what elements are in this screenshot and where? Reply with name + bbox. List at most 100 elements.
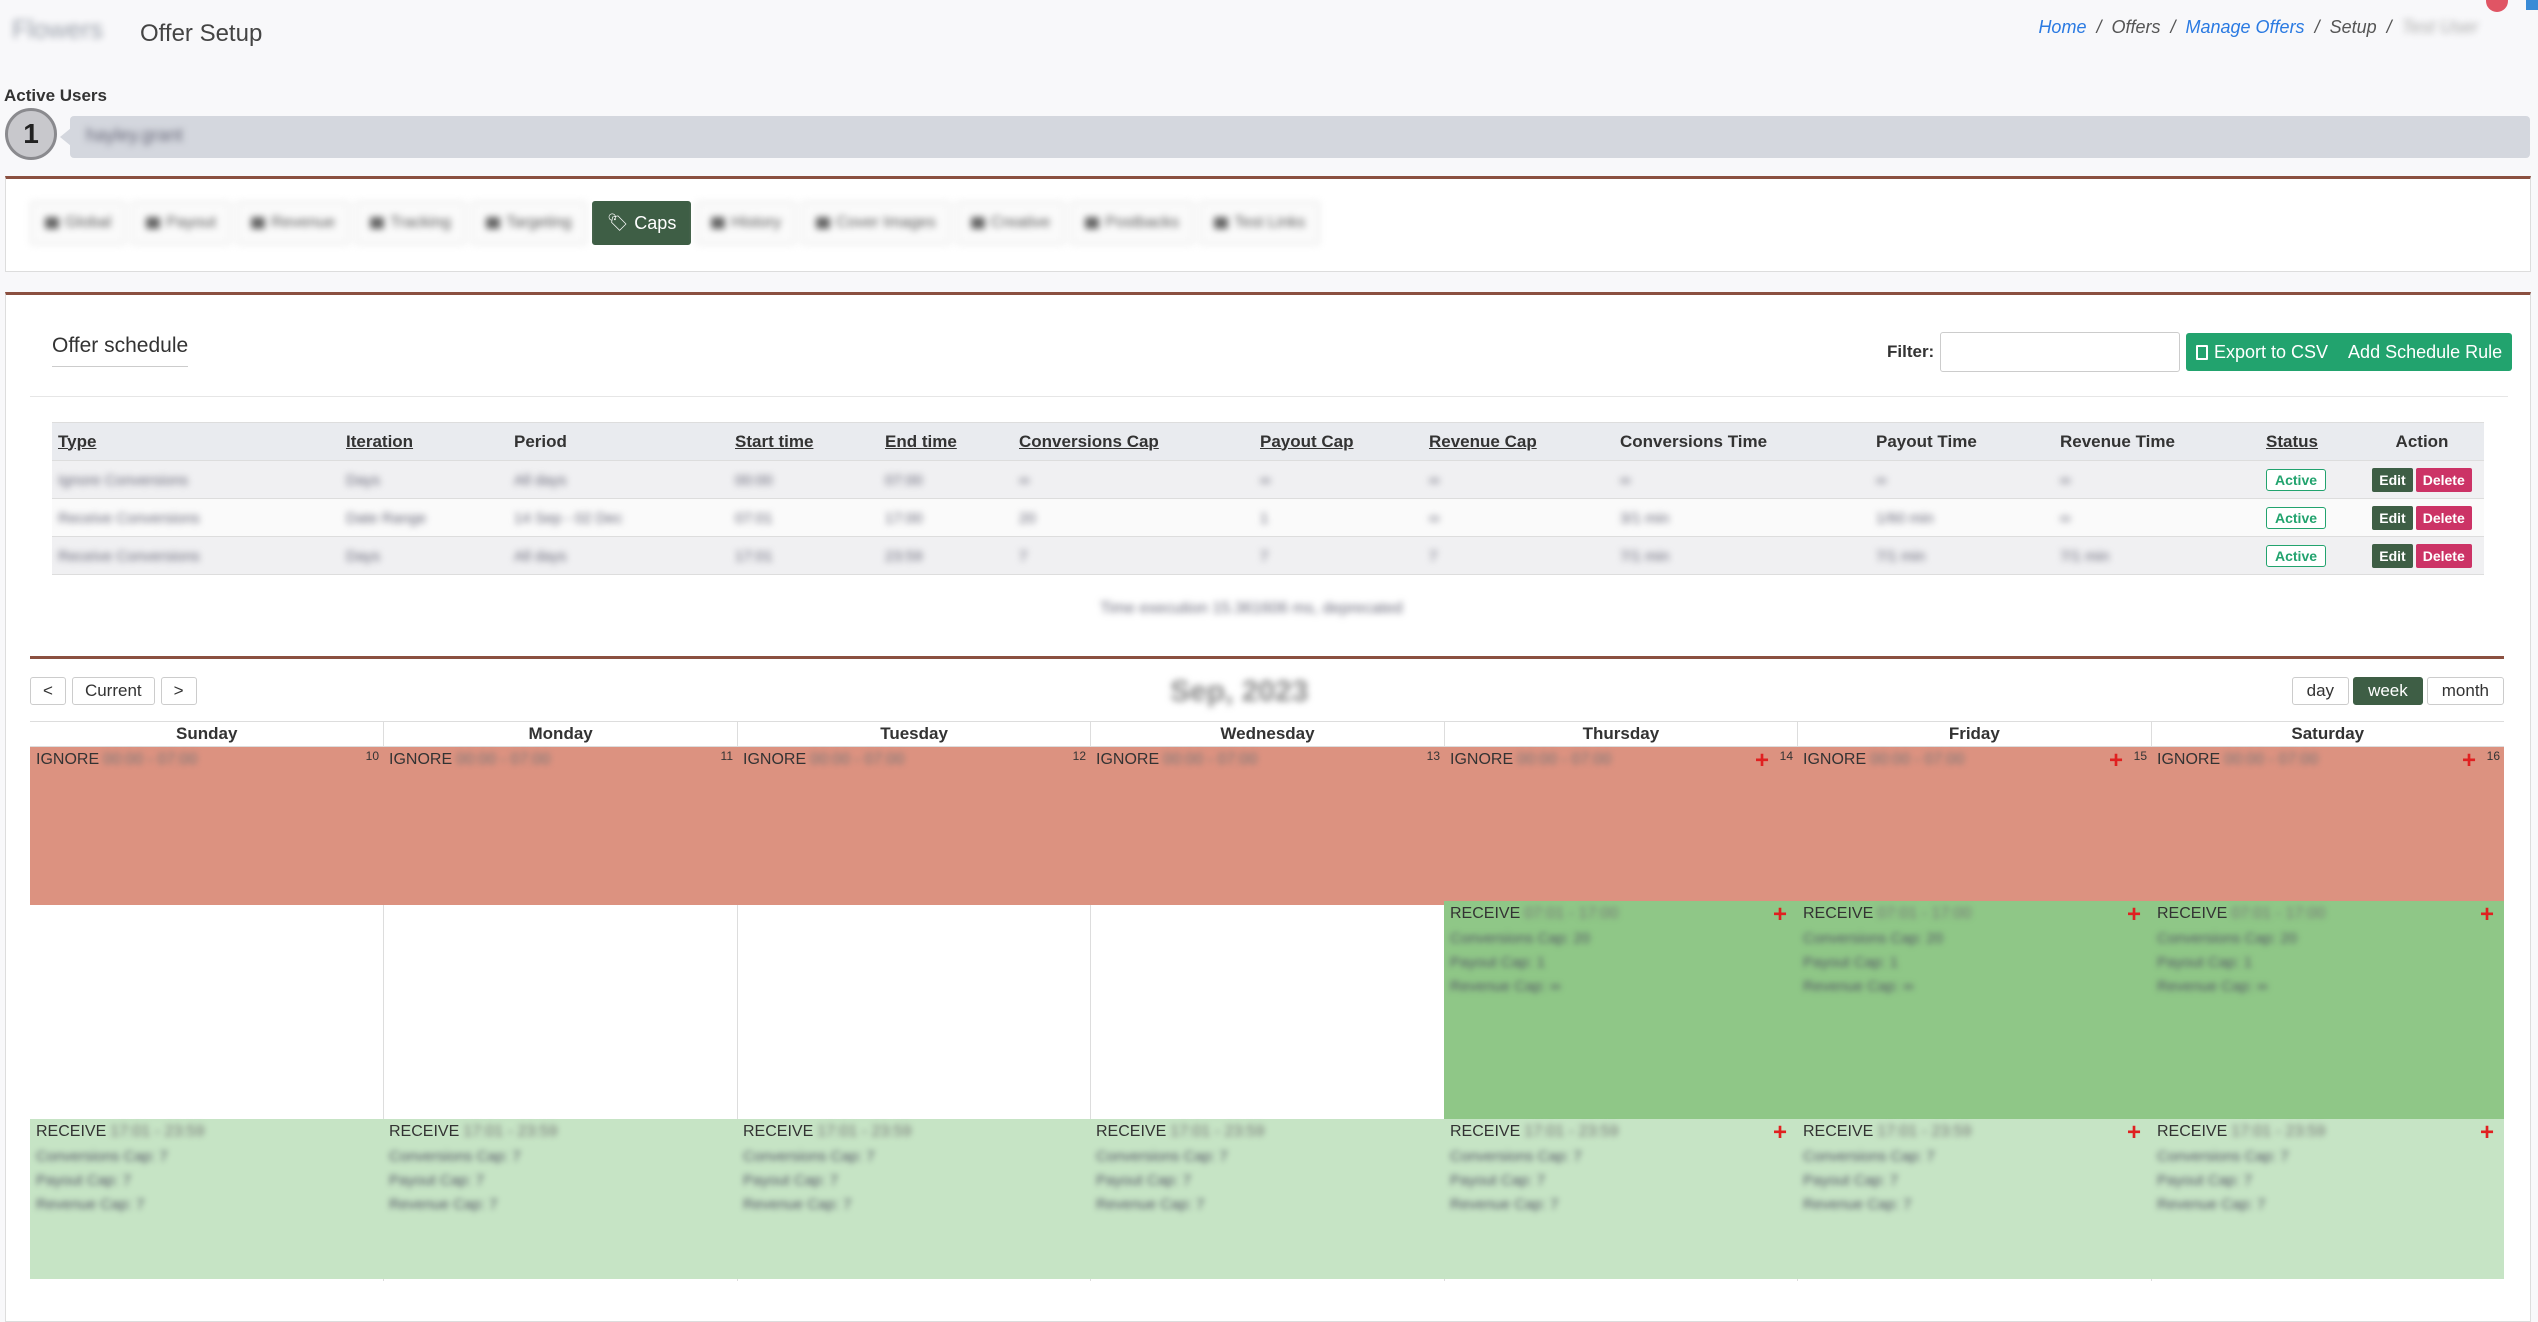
- ignore-event[interactable]: IGNORE 00:00 - 07:00 11: [383, 747, 737, 905]
- col-conversions-cap[interactable]: Conversions Cap: [1013, 422, 1254, 461]
- col-status[interactable]: Status: [2260, 422, 2360, 461]
- event-cap-line: Payout Cap: 7: [36, 1172, 132, 1189]
- history-icon: [711, 217, 726, 229]
- ignore-event[interactable]: IGNORE 00:00 - 07:00 12: [737, 747, 1090, 905]
- cell-value: ∞: [1876, 471, 1887, 489]
- add-rule-icon[interactable]: +: [2126, 1119, 2141, 1146]
- add-rule-icon[interactable]: +: [1772, 1119, 1787, 1146]
- add-rule-icon[interactable]: +: [1772, 901, 1787, 928]
- col-payout-cap[interactable]: Payout Cap: [1254, 422, 1423, 461]
- cell-period: All days: [508, 536, 729, 575]
- event-time: 17:01 - 23:59: [2231, 1123, 2326, 1140]
- receive-event[interactable]: RECEIVE 07:01 - 17:00 Conversions Cap: 20 P…: [2151, 901, 2504, 1119]
- col-iteration[interactable]: Iteration: [340, 422, 508, 461]
- tab-caps[interactable]: 🏷 Caps: [591, 201, 692, 245]
- cell-value: 07:00: [885, 471, 923, 489]
- cell-type: Receive Conversions: [52, 536, 340, 575]
- tab-tracking[interactable]: Tracking: [355, 201, 466, 245]
- receive-event[interactable]: RECEIVE 17:01 - 23:59 Conversions Cap: 7 Pa…: [2151, 1119, 2504, 1279]
- status-badge: Active: [2266, 506, 2327, 529]
- edit-button[interactable]: Edit: [2372, 543, 2413, 568]
- cell-end: 23:59: [879, 536, 1013, 575]
- cell-value: 1: [1260, 509, 1269, 527]
- filter-input[interactable]: [1940, 332, 2180, 372]
- delete-button[interactable]: Delete: [2415, 467, 2472, 492]
- add-rule-icon[interactable]: +: [2479, 1119, 2494, 1146]
- edit-button[interactable]: Edit: [2372, 505, 2413, 530]
- receive-event[interactable]: RECEIVE 17:01 - 23:59 Conversions Cap: 7 Pa…: [737, 1119, 1090, 1279]
- view-month-button[interactable]: month: [2426, 677, 2504, 705]
- tab-cover-images[interactable]: Cover Images: [801, 201, 951, 245]
- breadcrumb: Home / Offers / Manage Offers / Setup / …: [2038, 17, 2478, 38]
- cell-value: 14 Sep - 02 Dec: [514, 509, 623, 527]
- add-rule-icon[interactable]: +: [2479, 901, 2494, 928]
- user-count-badge: 1: [5, 108, 57, 160]
- active-user-name: hayley.grant: [86, 125, 183, 145]
- tab-postbacks[interactable]: Postbacks: [1070, 201, 1195, 245]
- cell-value: ∞: [1429, 471, 1440, 489]
- col-end-time[interactable]: End time: [879, 422, 1013, 461]
- add-schedule-rule-button[interactable]: Add Schedule Rule: [2348, 341, 2503, 362]
- ignore-event[interactable]: IGNORE 00:00 - 07:00 +16: [2151, 747, 2504, 905]
- brand-logo[interactable]: Flowers: [12, 14, 104, 44]
- event-cap-line: Revenue Cap: 7: [1450, 1196, 1559, 1213]
- col-start-time[interactable]: Start time: [729, 422, 879, 461]
- view-day-button[interactable]: day: [2291, 677, 2350, 705]
- add-rule-icon[interactable]: +: [2126, 901, 2141, 928]
- cell-value: 3/1 min: [1620, 509, 1670, 527]
- cell-payout-time: 1/60 min: [1870, 498, 2054, 537]
- tab-targeting[interactable]: Targeting: [470, 201, 587, 245]
- tab-label: Tracking: [390, 214, 451, 231]
- ignore-event[interactable]: IGNORE 00:00 - 07:00 13: [1090, 747, 1444, 905]
- event-title: RECEIVE 17:01 - 23:59: [389, 1123, 731, 1141]
- delete-button[interactable]: Delete: [2415, 543, 2472, 568]
- tab-revenue[interactable]: Revenue: [236, 201, 351, 245]
- ignore-event[interactable]: IGNORE 00:00 - 07:00 +15: [1797, 747, 2151, 905]
- col-revenue-cap[interactable]: Revenue Cap: [1423, 422, 1614, 461]
- event-title: RECEIVE 07:01 - 17:00: [1803, 905, 2145, 923]
- ignore-event[interactable]: IGNORE 00:00 - 07:00 +14: [1444, 747, 1797, 905]
- add-rule-icon[interactable]: +: [1754, 747, 1769, 774]
- export-csv-button[interactable]: Export to CSV: [2186, 333, 2338, 371]
- current-week-button[interactable]: Current: [71, 677, 155, 705]
- delete-button[interactable]: Delete: [2415, 505, 2472, 530]
- receive-event[interactable]: RECEIVE 17:01 - 23:59 Conversions Cap: 7 Pa…: [383, 1119, 737, 1279]
- next-week-button[interactable]: >: [160, 677, 197, 705]
- tab-payout[interactable]: Payout: [131, 201, 232, 245]
- global-icon: [45, 217, 59, 229]
- cell-value: All days: [514, 471, 567, 489]
- cell-value: 07:01: [735, 509, 773, 527]
- receive-event[interactable]: RECEIVE 17:01 - 23:59 Conversions Cap: 7 Pa…: [1090, 1119, 1444, 1279]
- col-type[interactable]: Type: [52, 422, 340, 461]
- event-time: 17:01 - 23:59: [1877, 1123, 1972, 1140]
- tab-creative[interactable]: Creative: [955, 201, 1066, 245]
- cell-iteration: Days: [340, 536, 508, 575]
- breadcrumb-home-link[interactable]: Home: [2038, 17, 2087, 37]
- cell-value: All days: [514, 547, 567, 565]
- day-header-friday: Friday: [1797, 722, 2150, 746]
- tab-history[interactable]: History: [696, 201, 797, 245]
- receive-event[interactable]: RECEIVE 17:01 - 23:59 Conversions Cap: 7 Pa…: [1797, 1119, 2151, 1279]
- day-header-monday: Monday: [383, 722, 736, 746]
- prev-week-button[interactable]: <: [30, 677, 66, 705]
- tab-global[interactable]: Global: [30, 201, 127, 245]
- cell-revenue-time: ∞: [2054, 498, 2260, 537]
- receive-event[interactable]: RECEIVE 17:01 - 23:59 Conversions Cap: 7 Pa…: [1444, 1119, 1797, 1279]
- tab-test-links[interactable]: Test Links: [1199, 201, 1321, 245]
- add-rule-icon[interactable]: +: [2108, 747, 2123, 774]
- event-time: 07:01 - 17:00: [1524, 905, 1619, 922]
- receive-event[interactable]: RECEIVE 07:01 - 17:00 Conversions Cap: 20 P…: [1444, 901, 1797, 1119]
- edit-button[interactable]: Edit: [2372, 467, 2413, 492]
- event-cap-line: Revenue Cap: 7: [743, 1196, 852, 1213]
- notification-dot[interactable]: [2486, 0, 2508, 12]
- tab-label: Global: [65, 214, 112, 231]
- view-week-button[interactable]: week: [2353, 677, 2423, 705]
- breadcrumb-manage-offers-link[interactable]: Manage Offers: [2185, 17, 2305, 37]
- receive-event[interactable]: RECEIVE 17:01 - 23:59 Conversions Cap: 7 Pa…: [30, 1119, 383, 1279]
- day-number: 14: [1779, 749, 1793, 763]
- offer-schedule-title: Offer schedule: [52, 334, 189, 367]
- ignore-event[interactable]: IGNORE 00:00 - 07:00 10: [30, 747, 383, 905]
- receive-event[interactable]: RECEIVE 07:01 - 17:00 Conversions Cap: 20 P…: [1797, 901, 2151, 1119]
- col-conversions-time: Conversions Time: [1614, 422, 1870, 461]
- add-rule-icon[interactable]: +: [2461, 747, 2476, 774]
